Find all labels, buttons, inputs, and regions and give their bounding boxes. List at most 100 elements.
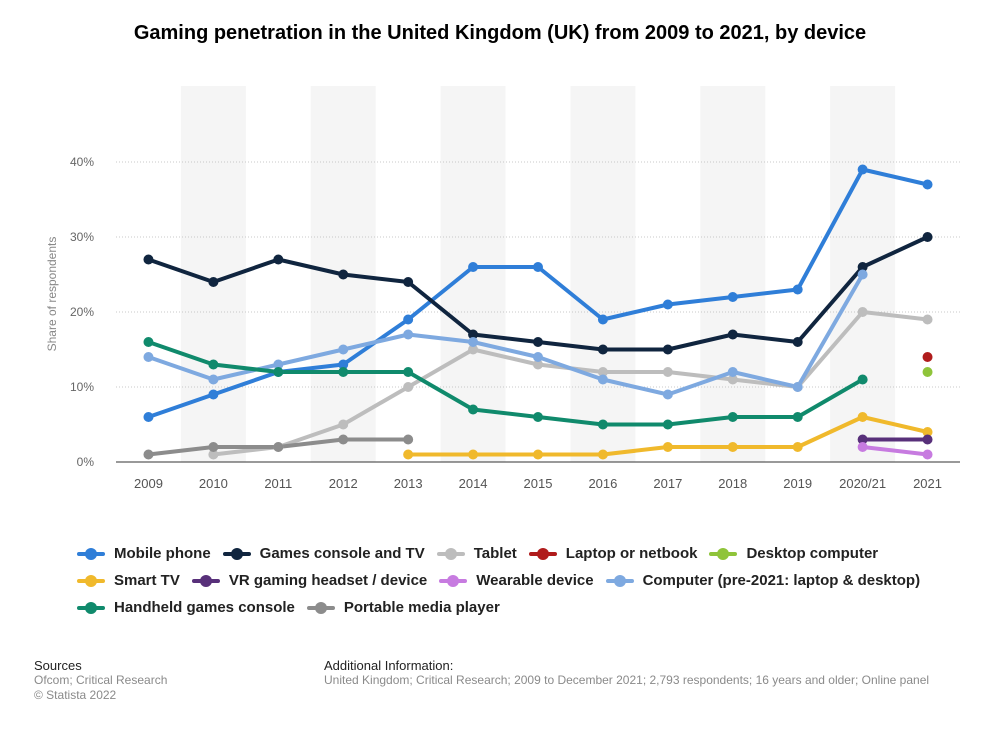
data-point[interactable] — [208, 374, 219, 385]
data-point[interactable] — [792, 382, 803, 392]
data-point[interactable] — [857, 307, 868, 317]
legend-item[interactable]: VR gaming headset / device — [190, 572, 427, 589]
data-point[interactable] — [273, 367, 284, 377]
data-point[interactable] — [597, 419, 608, 430]
legend-swatch-icon — [707, 547, 739, 561]
legend-item[interactable]: Portable media player — [305, 599, 500, 616]
data-point[interactable] — [727, 367, 738, 377]
data-point[interactable] — [597, 344, 608, 355]
data-point[interactable] — [533, 412, 543, 422]
data-point[interactable] — [857, 262, 868, 272]
sources-line[interactable]: Ofcom; Critical Research — [34, 673, 168, 687]
data-point[interactable] — [533, 449, 543, 460]
legend-item[interactable]: Smart TV — [75, 572, 180, 589]
data-point[interactable] — [792, 284, 803, 295]
data-point[interactable] — [662, 389, 673, 400]
data-point[interactable] — [468, 344, 479, 355]
legend-item[interactable]: Tablet — [435, 545, 517, 562]
data-point[interactable] — [273, 442, 284, 452]
data-point[interactable] — [468, 337, 479, 347]
data-point[interactable] — [922, 179, 933, 190]
data-point[interactable] — [403, 277, 414, 287]
data-point[interactable] — [143, 337, 154, 347]
data-point[interactable] — [662, 367, 673, 377]
data-point[interactable] — [922, 367, 933, 377]
legend-item[interactable]: Computer (pre-2021: laptop & desktop) — [604, 572, 920, 589]
series-line[interactable] — [860, 445, 930, 457]
data-point[interactable] — [727, 412, 738, 422]
data-point[interactable] — [208, 449, 219, 460]
legend-item[interactable]: Wearable device — [437, 572, 594, 589]
data-point[interactable] — [792, 337, 803, 347]
data-point[interactable] — [468, 404, 479, 415]
data-point[interactable] — [727, 374, 738, 385]
data-point[interactable] — [403, 329, 414, 340]
data-point[interactable] — [403, 449, 414, 460]
data-point[interactable] — [338, 434, 349, 445]
data-point[interactable] — [922, 449, 933, 460]
data-point[interactable] — [338, 359, 349, 370]
data-point[interactable] — [338, 344, 349, 355]
data-point[interactable] — [403, 382, 414, 392]
series-line[interactable] — [146, 340, 865, 427]
series-line[interactable] — [146, 167, 930, 419]
x-tick-label: 2014 — [459, 476, 488, 491]
data-point[interactable] — [403, 367, 414, 377]
data-point[interactable] — [597, 449, 608, 460]
legend-item[interactable]: Laptop or netbook — [527, 545, 697, 562]
data-point[interactable] — [533, 359, 543, 370]
data-point[interactable] — [857, 434, 868, 445]
data-point[interactable] — [143, 449, 154, 460]
data-point[interactable] — [857, 164, 868, 175]
data-point[interactable] — [143, 254, 154, 265]
data-point[interactable] — [533, 262, 543, 272]
series-line[interactable] — [146, 272, 865, 397]
series-line[interactable] — [146, 235, 930, 352]
data-point[interactable] — [533, 352, 543, 362]
data-point[interactable] — [338, 367, 349, 377]
data-point[interactable] — [922, 314, 933, 325]
data-point[interactable] — [662, 442, 673, 452]
data-point[interactable] — [208, 442, 219, 452]
data-point[interactable] — [597, 367, 608, 377]
legend-item[interactable]: Handheld games console — [75, 599, 295, 616]
data-point[interactable] — [468, 449, 479, 460]
data-point[interactable] — [403, 314, 414, 325]
copyright-line[interactable]: © Statista 2022 — [34, 688, 117, 702]
data-point[interactable] — [468, 329, 479, 340]
legend-item[interactable]: Desktop computer — [707, 545, 878, 562]
data-point[interactable] — [857, 374, 868, 385]
data-point[interactable] — [597, 374, 608, 385]
data-point[interactable] — [922, 352, 933, 362]
data-point[interactable] — [727, 329, 738, 340]
data-point[interactable] — [727, 292, 738, 302]
data-point[interactable] — [468, 262, 479, 272]
data-point[interactable] — [922, 434, 933, 445]
data-point[interactable] — [533, 337, 543, 347]
data-point[interactable] — [727, 442, 738, 452]
data-point[interactable] — [208, 277, 219, 287]
sources-heading: Sources — [34, 658, 82, 673]
data-point[interactable] — [597, 314, 608, 325]
data-point[interactable] — [208, 359, 219, 370]
data-point[interactable] — [857, 269, 868, 280]
data-point[interactable] — [857, 442, 868, 452]
data-point[interactable] — [922, 427, 933, 437]
data-point[interactable] — [143, 412, 154, 422]
data-point[interactable] — [662, 419, 673, 430]
data-point[interactable] — [403, 434, 414, 445]
data-point[interactable] — [338, 269, 349, 280]
data-point[interactable] — [792, 412, 803, 422]
data-point[interactable] — [143, 352, 154, 362]
legend-item[interactable]: Mobile phone — [75, 545, 211, 562]
data-point[interactable] — [857, 412, 868, 422]
data-point[interactable] — [662, 299, 673, 310]
data-point[interactable] — [273, 359, 284, 370]
data-point[interactable] — [338, 419, 349, 430]
data-point[interactable] — [922, 232, 933, 242]
data-point[interactable] — [662, 344, 673, 355]
data-point[interactable] — [273, 254, 284, 265]
data-point[interactable] — [792, 442, 803, 452]
legend-item[interactable]: Games console and TV — [221, 545, 425, 562]
data-point[interactable] — [208, 389, 219, 400]
